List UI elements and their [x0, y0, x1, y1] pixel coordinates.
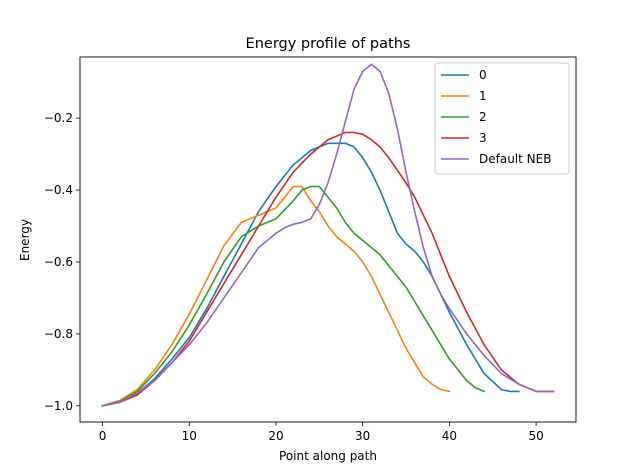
- x-tick-label: 50: [528, 429, 543, 443]
- legend-label-2: 2: [479, 110, 487, 124]
- y-axis-label: Energy: [18, 219, 32, 261]
- series-line-1: [101, 185, 451, 407]
- legend-label-0: 0: [479, 68, 487, 82]
- series-line-4: [101, 63, 555, 407]
- legend-label-1: 1: [479, 89, 487, 103]
- x-axis-label: Point along path: [279, 449, 377, 463]
- x-axis-ticks: 0 10 20 30 40 50: [99, 422, 544, 443]
- chart-title: Energy profile of paths: [246, 36, 411, 52]
- series-line-2: [101, 185, 486, 407]
- legend: 0 1 2 3 Default NEB: [434, 62, 570, 175]
- y-tick-label: −0.2: [44, 111, 73, 125]
- legend-box: [434, 62, 570, 175]
- x-tick-label: 40: [442, 429, 457, 443]
- x-tick-label: 20: [268, 429, 283, 443]
- y-axis-ticks: −1.0 −0.8 −0.6 −0.4 −0.2: [44, 111, 80, 413]
- y-tick-label: −1.0: [44, 399, 73, 413]
- x-tick-label: 0: [99, 429, 107, 443]
- x-tick-label: 30: [355, 429, 370, 443]
- plot-lines: [101, 63, 555, 407]
- axes-frame: [79, 56, 577, 423]
- legend-label-3: 3: [479, 131, 487, 145]
- series-line-0: [101, 142, 520, 407]
- series-line-3: [101, 131, 555, 407]
- y-tick-label: −0.8: [44, 327, 73, 341]
- y-tick-label: −0.6: [44, 255, 73, 269]
- x-tick-label: 10: [182, 429, 197, 443]
- legend-label-4: Default NEB: [479, 152, 551, 166]
- y-tick-label: −0.4: [44, 183, 73, 197]
